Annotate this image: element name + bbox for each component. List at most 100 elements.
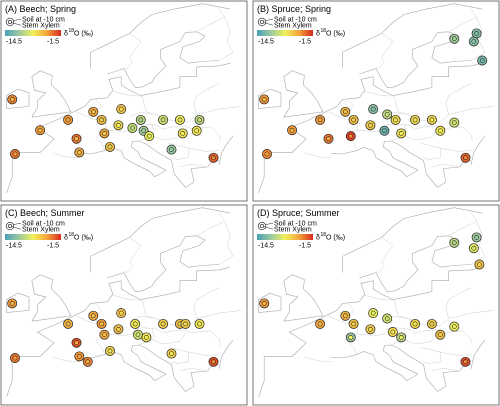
xylem-dot — [141, 128, 146, 134]
site-marker — [460, 152, 471, 163]
legend-xylem-label: Stem Xylem — [274, 23, 312, 30]
site-marker — [449, 237, 460, 248]
xylem-dot — [342, 109, 348, 115]
site-marker — [144, 131, 155, 142]
country-border — [196, 8, 225, 33]
site-marker — [348, 318, 359, 329]
coastline — [31, 274, 72, 322]
coastline — [6, 266, 231, 397]
coastline — [31, 70, 72, 118]
site-marker — [365, 324, 376, 335]
country-border — [448, 310, 494, 319]
site-marker — [259, 298, 270, 309]
site-marker — [345, 131, 356, 142]
basemap — [258, 207, 494, 397]
country-border — [157, 329, 191, 334]
colorbar-max-label: -1.5 — [299, 39, 311, 46]
country-border — [442, 330, 473, 346]
country-border — [123, 237, 142, 273]
site-marker — [410, 318, 421, 329]
site-marker — [435, 329, 446, 340]
xylem-dot — [326, 136, 331, 142]
site-marker — [449, 117, 460, 128]
site-marker — [63, 114, 74, 125]
country-border — [95, 99, 102, 120]
xylem-dot — [144, 335, 149, 340]
legend-xylem-dot-icon — [7, 19, 13, 25]
xylem-dot — [261, 97, 267, 102]
site-marker — [99, 128, 110, 139]
legend-leader — [11, 22, 22, 26]
colorbar — [5, 234, 61, 240]
site-marker — [387, 327, 398, 337]
site-marker — [7, 94, 18, 105]
site-marker — [396, 332, 407, 343]
coastline — [258, 292, 282, 313]
xylem-dot — [183, 321, 188, 327]
colorbar-unit-mass: 18 — [69, 28, 75, 34]
site-marker — [323, 133, 334, 144]
site-markers — [7, 94, 219, 163]
xylem-dot — [382, 128, 387, 134]
country-border — [423, 352, 441, 364]
xylem-dot — [85, 359, 91, 365]
xylem-dot — [393, 117, 398, 123]
panel-title: (C) Beech; Summer — [5, 208, 85, 218]
legend-soil-label: Soil at -10 cm — [22, 17, 65, 24]
site-marker — [141, 332, 152, 343]
colorbar-unit-mass: 18 — [69, 232, 75, 238]
xylem-dot — [211, 359, 216, 365]
country-border — [52, 356, 80, 363]
country-border — [104, 327, 158, 337]
xylem-dot — [451, 324, 457, 329]
site-marker — [449, 33, 460, 44]
site-marker — [382, 313, 393, 324]
xylem-dot — [76, 150, 82, 155]
coastline — [6, 292, 30, 313]
coastline — [218, 135, 234, 165]
site-marker — [471, 232, 482, 243]
xylem-dot — [398, 335, 404, 340]
colorbar — [5, 30, 61, 36]
colorbar-unit-label: O (‰) — [326, 31, 345, 38]
xylem-dot — [118, 106, 124, 112]
xylem-dot — [135, 332, 141, 338]
site-marker — [105, 345, 115, 356]
xylem-dot — [211, 155, 216, 161]
country-border — [423, 148, 441, 160]
xylem-dot — [116, 122, 121, 128]
xylem-dot — [474, 235, 479, 240]
xylem-dot — [65, 321, 71, 327]
site-marker — [10, 353, 20, 363]
xylem-dot — [451, 240, 457, 246]
site-marker — [135, 114, 146, 125]
site-marker — [7, 298, 18, 309]
site-marker — [382, 109, 393, 120]
xylem-dot — [351, 321, 356, 327]
site-marker — [368, 308, 379, 319]
xylem-dot — [102, 131, 107, 136]
xylem-dot — [74, 136, 79, 142]
basemap — [258, 3, 494, 193]
country-border — [123, 33, 142, 69]
xylem-dot — [289, 127, 295, 133]
site-marker — [166, 348, 177, 359]
coastline — [79, 140, 220, 188]
site-marker — [262, 149, 272, 159]
country-border — [448, 287, 472, 300]
colorbar-unit-symbol: δ — [316, 235, 320, 242]
colorbar-min-label: -14.5 — [258, 39, 274, 46]
site-marker — [477, 55, 488, 66]
legend-leader — [265, 18, 274, 21]
colorbar-max-label: -1.5 — [299, 243, 311, 250]
colorbar-min-label: -14.5 — [6, 39, 22, 46]
xylem-dot — [370, 106, 376, 112]
legend-soil-label: Soil at -10 cm — [22, 221, 65, 228]
site-marker — [130, 318, 141, 329]
coastline — [258, 266, 483, 397]
xylem-dot — [384, 112, 390, 117]
country-border — [403, 328, 438, 345]
xylem-dot — [99, 321, 104, 327]
